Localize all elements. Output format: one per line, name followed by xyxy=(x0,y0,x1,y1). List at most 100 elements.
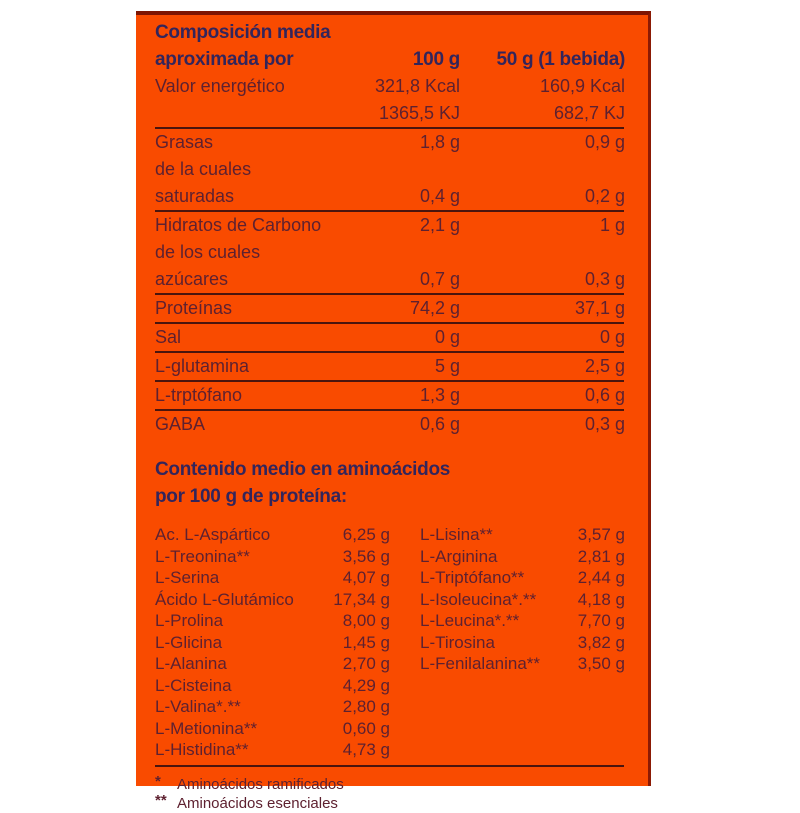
row-value-50g: 682,7 KJ xyxy=(553,103,625,123)
footnote-text: Aminoácidos ramificados xyxy=(177,775,344,793)
amino-value: 4,18 g xyxy=(577,589,625,609)
row-label: de los cuales xyxy=(155,242,261,262)
row-value-100g: 74,2 g xyxy=(409,298,460,318)
row-label: Hidratos de Carbono xyxy=(155,215,322,235)
row-value-50g: 160,9 Kcal xyxy=(539,76,625,96)
composition-row: saturadas 0,4 g 0,2 g xyxy=(155,183,625,212)
composition-row: Grasas 1,8 g 0,9 g xyxy=(155,129,625,156)
amino-item: L-Leucina*.** 7,70 g xyxy=(420,610,625,632)
row-label: L-glutamina xyxy=(155,356,250,376)
row-value-50g: 2,5 g xyxy=(584,356,625,376)
footnote-ramificados: * Aminoácidos ramificados xyxy=(155,772,624,794)
amino-item: L-Isoleucina*.** 4,18 g xyxy=(420,589,625,611)
row-value-50g: 0,9 g xyxy=(584,132,625,152)
amino-value: 8,00 g xyxy=(342,611,390,630)
amino-item: L-Serina 4,07 g xyxy=(155,567,390,589)
amino-title-line1: Contenido medio en aminoácidos xyxy=(155,459,451,480)
amino-name: L-Lisina** xyxy=(420,525,493,544)
row-value-50g: 0,2 g xyxy=(584,186,625,206)
amino-value: 3,82 g xyxy=(577,632,625,652)
amino-item: L-Glicina 1,45 g xyxy=(155,632,390,654)
row-label: Sal xyxy=(155,327,182,347)
amino-name: L-Treonina** xyxy=(155,546,250,566)
footnote-marker: ** xyxy=(155,791,167,809)
amino-item: L-Cisteina 4,29 g xyxy=(155,675,390,697)
amino-value: 4,07 g xyxy=(342,568,390,587)
amino-value: 4,73 g xyxy=(342,740,390,759)
composition-table: Valor energético 321,8 Kcal 160,9 Kcal 1365… xyxy=(155,73,625,438)
amino-name: L-Leucina*.** xyxy=(420,611,520,630)
row-value-100g: 1365,5 KJ xyxy=(378,103,460,123)
composition-row: azúcares 0,7 g 0,3 g xyxy=(155,266,625,295)
composition-row: Hidratos de Carbono 2,1 g 1 g xyxy=(155,212,625,239)
amino-name: L-Cisteina xyxy=(155,675,232,695)
row-label xyxy=(155,100,345,127)
row-label: Grasas xyxy=(155,132,214,152)
row-value-50g xyxy=(460,156,625,183)
row-label: L-trptófano xyxy=(155,385,243,405)
amino-name: Ácido L-Glutámico xyxy=(155,589,294,609)
amino-name: L-Metionina** xyxy=(155,718,258,738)
row-value-50g: 0,6 g xyxy=(584,385,625,405)
amino-item: L-Tirosina 3,82 g xyxy=(420,632,625,654)
amino-item: Ácido L-Glutámico 17,34 g xyxy=(155,589,390,611)
amino-item: L-Lisina** 3,57 g xyxy=(420,524,625,546)
amino-item: L-Prolina 8,00 g xyxy=(155,610,390,632)
amino-name: L-Alanina xyxy=(155,654,227,673)
row-label: Proteínas xyxy=(155,298,233,318)
amino-value: 2,80 g xyxy=(342,697,390,716)
amino-name: L-Glicina xyxy=(155,632,223,652)
amino-value: 3,50 g xyxy=(577,654,625,673)
row-value-50g: 0 g xyxy=(599,327,625,347)
row-value-100g: 1,3 g xyxy=(419,385,460,405)
row-value-100g xyxy=(345,239,460,266)
amino-item: L-Treonina** 3,56 g xyxy=(155,546,390,568)
row-value-100g: 0,7 g xyxy=(419,269,460,289)
row-label: GABA xyxy=(155,414,206,434)
nutrition-label-panel: Composición media aproximada por 100 g 5… xyxy=(136,11,651,812)
row-label: azúcares xyxy=(155,269,229,289)
amino-item: L-Alanina 2,70 g xyxy=(155,653,390,675)
composition-row: Proteínas 74,2 g 37,1 g xyxy=(155,295,625,324)
composition-row: GABA 0,6 g 0,3 g xyxy=(155,411,625,438)
composition-row: Valor energético 321,8 Kcal 160,9 Kcal xyxy=(155,73,625,100)
footnote-divider xyxy=(155,764,624,767)
composition-row: de la cuales xyxy=(155,156,624,183)
row-value-100g: 0,6 g xyxy=(419,414,460,434)
amino-name: L-Arginina xyxy=(420,546,498,566)
row-value-100g: 2,1 g xyxy=(419,215,460,235)
amino-name: L-Isoleucina*.** xyxy=(420,589,537,609)
composition-row: L-glutamina 5 g 2,5 g xyxy=(155,353,625,382)
amino-item: L-Histidina** 4,73 g xyxy=(155,739,390,761)
footnote-text: Aminoácidos esenciales xyxy=(177,794,338,812)
row-value-100g xyxy=(345,156,460,183)
footnote-marker: * xyxy=(155,772,161,790)
amino-item: L-Triptófano** 2,44 g xyxy=(420,567,625,589)
amino-value: 2,44 g xyxy=(577,568,625,587)
amino-name: L-Prolina xyxy=(155,611,224,630)
amino-value: 17,34 g xyxy=(333,589,390,609)
amino-item: L-Arginina 2,81 g xyxy=(420,546,625,568)
amino-name: L-Tirosina xyxy=(420,632,495,652)
row-value-100g: 0,4 g xyxy=(419,186,460,206)
amino-name: L-Fenilalanina** xyxy=(420,654,541,673)
row-value-100g: 1,8 g xyxy=(419,132,460,152)
composition-row: Sal 0 g 0 g xyxy=(155,324,625,353)
amino-value: 2,81 g xyxy=(577,546,625,566)
row-value-100g: 321,8 Kcal xyxy=(374,76,460,96)
column-header-50g: 50 g (1 bebida) xyxy=(496,49,625,70)
column-header-100g: 100 g xyxy=(412,49,460,70)
amino-value: 2,70 g xyxy=(342,654,390,673)
row-value-100g: 5 g xyxy=(434,356,460,376)
composition-header-row: aproximada por 100 g 50 g (1 bebida) xyxy=(155,46,625,73)
row-label: saturadas xyxy=(155,186,235,206)
amino-item: Ac. L-Aspártico 6,25 g xyxy=(155,524,390,546)
composition-title-line2: aproximada por xyxy=(155,49,294,70)
amino-title-line2: por 100 g de proteína: xyxy=(155,486,347,507)
amino-value: 7,70 g xyxy=(577,611,625,630)
amino-name: L-Triptófano** xyxy=(420,568,525,587)
row-value-50g: 1 g xyxy=(599,215,625,235)
row-value-50g: 0,3 g xyxy=(584,414,625,434)
